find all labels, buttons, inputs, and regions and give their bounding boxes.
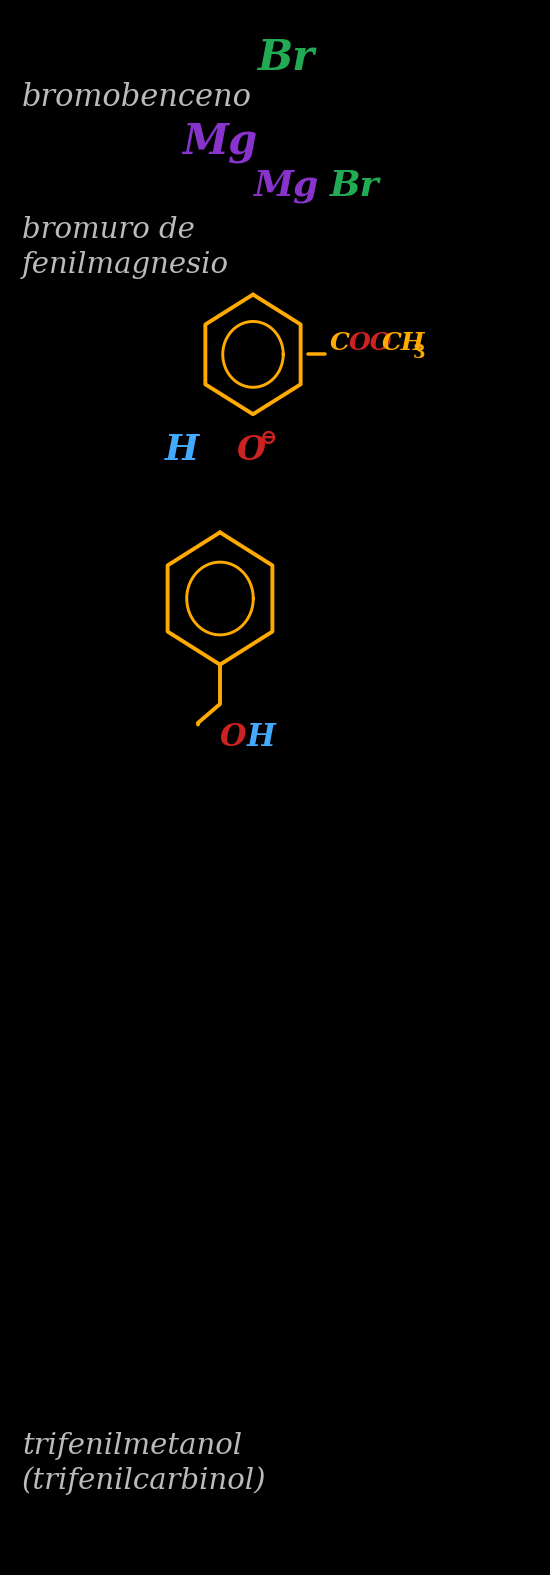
Text: fenilmagnesio: fenilmagnesio (22, 250, 229, 279)
Text: O: O (236, 435, 266, 466)
Text: bromobenceno: bromobenceno (22, 82, 252, 113)
Text: O: O (220, 721, 246, 753)
Text: CH: CH (382, 331, 426, 356)
Text: 3: 3 (412, 343, 425, 362)
Text: Mg: Mg (253, 169, 318, 203)
Text: Br: Br (330, 169, 380, 203)
Text: H: H (246, 721, 275, 753)
Text: Mg: Mg (183, 121, 257, 162)
Text: trifenilmetanol: trifenilmetanol (22, 1432, 242, 1460)
Text: H: H (164, 433, 199, 468)
Text: ⊖: ⊖ (260, 428, 277, 447)
Text: (trifenilcarbinol): (trifenilcarbinol) (22, 1466, 267, 1495)
Text: OO: OO (349, 331, 393, 356)
Text: bromuro de: bromuro de (22, 216, 195, 244)
Text: Br: Br (257, 38, 315, 79)
Text: C: C (330, 331, 350, 356)
